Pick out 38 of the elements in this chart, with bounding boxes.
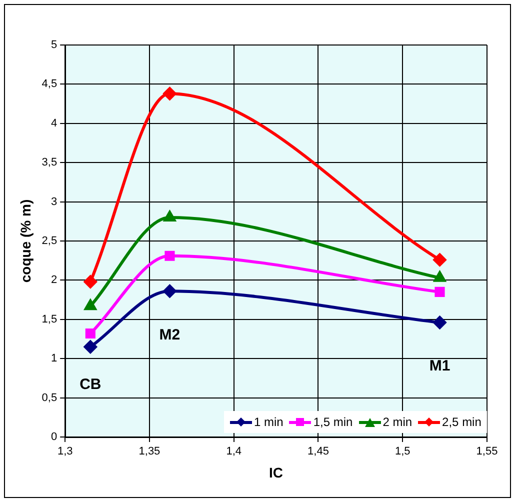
point: [163, 87, 176, 100]
point: [434, 286, 445, 297]
x-tick-label: 1,4: [226, 446, 242, 458]
y-tick-label: 0: [50, 431, 58, 444]
y-tick-label: 2,5: [42, 235, 58, 248]
legend-label: 2 min: [382, 415, 412, 429]
annotation: M1: [429, 358, 450, 375]
point: [434, 271, 446, 282]
point: [85, 328, 96, 339]
y-tick-label: 2: [50, 274, 58, 286]
x-tick-label: 1,35: [138, 446, 160, 458]
x-tick-label: 1,3: [57, 446, 73, 458]
y-axis-title: coque (% m): [17, 199, 34, 283]
legend-label: 1 min: [254, 415, 284, 429]
point: [84, 275, 97, 288]
y-tick-label: 1: [50, 352, 58, 365]
x-tick-label: 1,55: [476, 446, 498, 458]
legend-label: 2,5 min: [442, 415, 482, 429]
y-tick-label: 4: [50, 117, 58, 130]
point: [84, 300, 96, 310]
y-tick-label: 0,5: [42, 392, 58, 404]
y-tick-label: 1,5: [42, 313, 58, 326]
point: [84, 340, 97, 354]
legend-label: 1,5 min: [313, 415, 353, 429]
y-tick-label: 5: [50, 39, 58, 52]
y-tick-label: 3,5: [42, 156, 58, 169]
y-tick-label: 4,5: [42, 78, 58, 90]
point: [163, 284, 176, 298]
x-axis-title: IC: [269, 464, 284, 480]
point: [164, 250, 175, 261]
point: [433, 316, 446, 330]
y-tick-label: 3: [50, 196, 58, 208]
point: [164, 210, 176, 222]
x-tick-label: 1,5: [394, 446, 410, 458]
x-tick-label: 1,45: [308, 446, 329, 458]
annotation: CB: [80, 376, 102, 393]
point: [433, 253, 446, 266]
annotation: M2: [159, 326, 180, 344]
